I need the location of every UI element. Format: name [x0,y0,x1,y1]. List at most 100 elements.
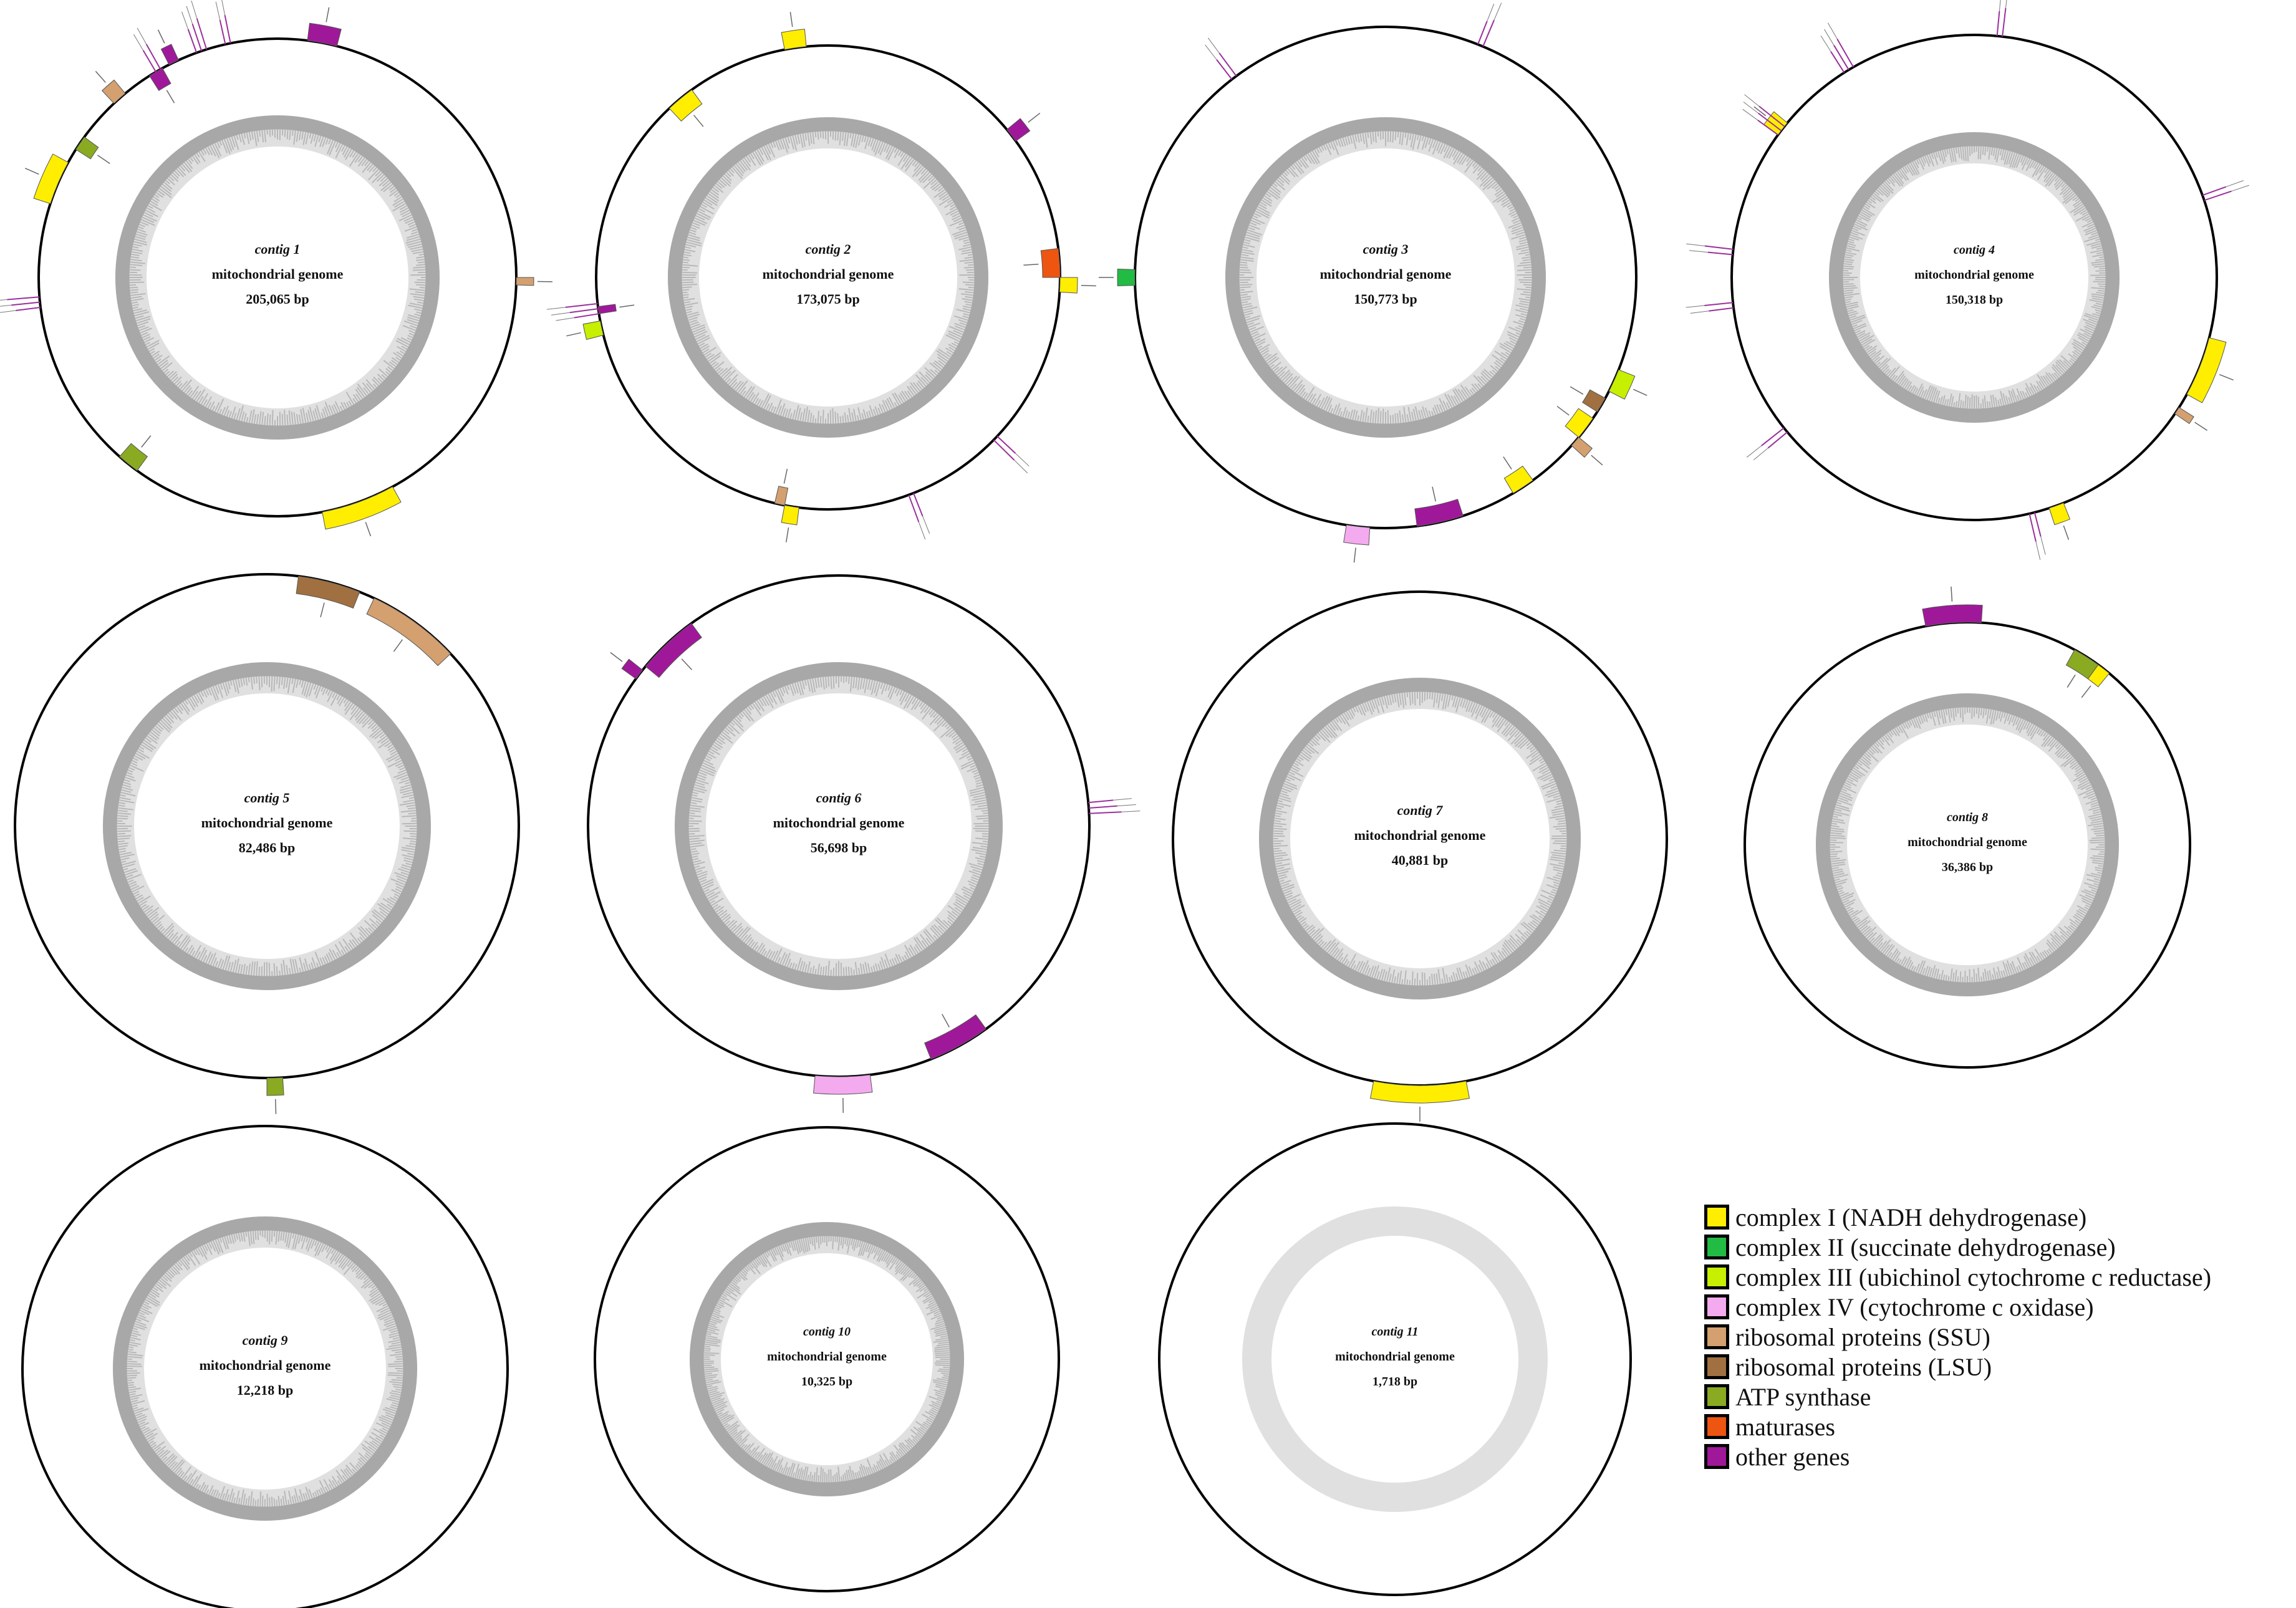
trna-tick [565,302,598,308]
contig-length: 173,075 bp [796,291,859,307]
gene-label-stub [326,7,330,22]
gene-label-stub [393,639,403,652]
trna-tick [2002,7,2007,37]
gene-block [1059,277,1078,294]
trna-tick [1707,251,1733,256]
trna-leader [1686,243,1705,247]
contig-map: contig 5 mitochondrial genome 82,486 bp [14,573,520,1114]
gene-block [322,486,402,530]
contig-map: contig 1 mitochondrial genome 205,065 bp [0,0,552,537]
trna-tick [1704,245,1734,250]
trna-tick [1216,59,1233,80]
gene-block [101,79,126,104]
trna-leader [1121,811,1141,812]
legend-label: ribosomal proteins (SSU) [1735,1322,1990,1351]
gene-block [1414,499,1464,527]
trna-tick [1996,11,2000,36]
trna-tick [1758,112,1782,132]
gc-skew-ticks [127,1230,403,1507]
trna-tick [16,307,41,312]
trna-leader [1689,250,1708,253]
gene-block [2048,503,2071,526]
gene-block [813,1074,873,1095]
trna-tick [908,494,920,522]
gene-block [75,137,99,160]
gene-block [366,597,451,667]
genome-ring [21,1125,509,1608]
trna-leader [1743,102,1759,114]
gc-content-band [1816,693,2119,996]
trna-leader [1744,94,1760,107]
gene-label-stub [97,155,110,164]
contig-length: 56,698 bp [811,840,867,855]
gene-label-stub [942,1014,950,1028]
gene-label-stub [320,602,325,618]
contig-subtitle: mitochondrial genome [763,266,894,282]
gc-skew-ticks [688,676,989,976]
trna-tick [224,15,231,44]
contig-map: contig 10 mitochondrial genome 10,325 bp [594,1126,1060,1592]
legend-swatch [1704,1264,1729,1289]
trna-tick [2033,512,2042,537]
contig-length: 40,881 bp [1392,852,1448,868]
legend-item-atp: ATP synthase [1704,1382,2290,1412]
contig-length: 12,218 bp [237,1382,293,1398]
legend-item-complex2: complex II (succinate dehydrogenase) [1704,1232,2290,1262]
contig-length: 10,325 bp [801,1375,852,1389]
contig-title: contig 7 [1397,802,1444,818]
gene-block [307,22,342,47]
contig-map: contig 8 mitochondrial genome 36,386 bp [1744,586,2191,1069]
contig-subtitle: mitochondrial genome [1354,827,1486,843]
trna-leader [1013,460,1028,474]
contig-title: contig 8 [1947,811,1988,824]
trna-leader [2005,0,2007,8]
contig-length: 36,386 bp [1942,860,1993,874]
gene-block [597,304,617,314]
trna-tick [1830,51,1845,74]
gene-block [781,29,807,51]
trna-leader [186,6,193,24]
contig-title: contig 4 [1954,243,1995,257]
contig-subtitle: mitochondrial genome [201,815,333,830]
gene-block [1117,268,1136,287]
trna-leader [133,34,144,51]
trna-tick [913,493,924,517]
gene-label-stub [785,527,789,542]
trna-leader [181,11,189,30]
legend-item-lsu: ribosomal proteins (LSU) [1704,1352,2290,1382]
gene-block [621,658,644,680]
gene-block [668,89,703,122]
contig-map: contig 7 mitochondrial genome 40,881 bp [1172,590,1668,1122]
gene-label-stub [1951,586,1953,602]
gene-label-stub [610,652,623,662]
gene-block [1369,1081,1470,1104]
gene-label-stub [681,658,693,670]
gene-label-stub [1353,547,1356,563]
trna-leader [1208,37,1220,54]
gene-block [1571,436,1593,458]
trna-tick [2202,186,2226,196]
trna-leader [221,0,226,16]
gene-label-stub [1432,486,1437,502]
contig-map: contig 9 mitochondrial genome 12,218 bp [21,1125,509,1608]
trna-tick [993,439,1015,461]
gene-block [160,44,179,65]
contig-length: 150,318 bp [1946,293,2003,307]
gene-label-stub [1556,405,1570,416]
gene-label-stub [1028,112,1041,123]
trna-tick [574,313,599,319]
legend-label: complex I (NADH dehydrogenase) [1735,1203,2087,1231]
trna-tick [1704,302,1734,307]
gene-block [1763,111,1788,136]
contig-length: 82,486 bp [239,840,295,855]
gene-label-stub [566,332,581,337]
gc-content-band [103,662,431,990]
gene-block [1565,408,1594,438]
gene-block [1343,524,1371,546]
gene-label-stub [1503,456,1512,469]
gene-label-stub [1591,455,1603,466]
trna-tick [1757,120,1778,136]
gc-skew-ticks [129,129,426,426]
legend-swatch [1704,1235,1729,1259]
trna-tick [1761,427,1785,446]
